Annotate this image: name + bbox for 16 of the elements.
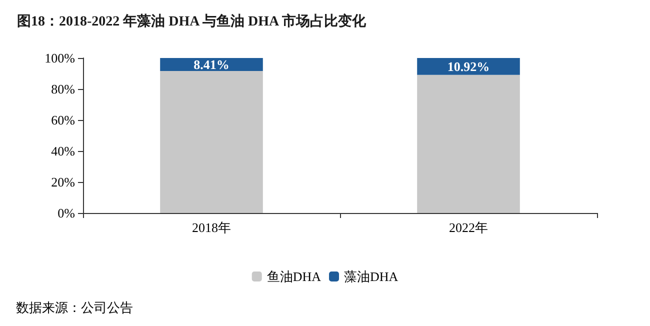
- data-label: 8.41%: [194, 57, 230, 72]
- bar: [417, 74, 520, 213]
- x-tick-label: 2018年: [192, 220, 231, 235]
- x-tick-label: 2022年: [449, 220, 488, 235]
- legend-label: 鱼油DHA: [266, 269, 322, 284]
- bar: [160, 71, 263, 213]
- y-tick-label: 80%: [51, 82, 76, 96]
- y-tick-label: 100%: [44, 50, 76, 66]
- y-tick-label: 40%: [51, 144, 76, 158]
- legend-label: 藻油DHA: [344, 269, 399, 284]
- source-note: 数据来源：公司公告: [16, 300, 133, 315]
- y-tick-label: 0%: [58, 206, 76, 220]
- y-tick-label: 20%: [51, 174, 76, 190]
- y-tick-label: 60%: [51, 112, 76, 128]
- data-label: 10.92%: [447, 58, 490, 74]
- chart-title: 图18：2018-2022 年藻油 DHA 与鱼油 DHA 市场占比变化: [17, 12, 367, 30]
